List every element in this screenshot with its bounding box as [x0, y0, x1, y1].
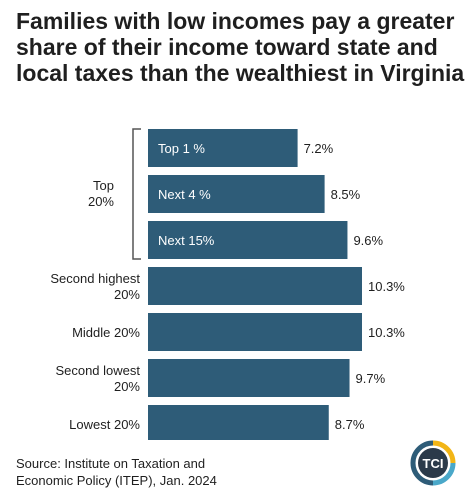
- source-line-1: Source: Institute on Taxation and: [16, 456, 206, 471]
- value-label-2: 9.6%: [353, 233, 383, 248]
- category-label-2: Next 15%: [158, 233, 215, 248]
- value-label-3: 10.3%: [368, 279, 405, 294]
- logo-arc-yellow: [432, 440, 456, 464]
- value-label-1: 8.5%: [331, 187, 361, 202]
- bar-5: [148, 359, 350, 397]
- bar-0: [148, 129, 298, 167]
- value-label-0: 7.2%: [304, 141, 334, 156]
- category-label-0: Top 1 %: [158, 141, 205, 156]
- category-label-5: Second lowest 20%: [55, 363, 140, 394]
- bar-chart: Top 20% Top 1 % 7.2% Next 4 % 8.5% Next 15% 9.6…: [50, 128, 405, 440]
- source-note: Source: Institute on Taxation and Econom…: [16, 455, 316, 489]
- top-20-bracket: [132, 128, 141, 260]
- logo-arc-navy: [410, 440, 434, 486]
- category-label-1: Next 4 %: [158, 187, 211, 202]
- category-label-6: Lowest 20%: [69, 417, 140, 432]
- value-label-5: 9.7%: [356, 371, 386, 386]
- category-label-3: Second highest 20%: [50, 271, 140, 302]
- bar-1: [148, 175, 325, 213]
- value-label-6: 8.7%: [335, 417, 365, 432]
- bar-6: [148, 405, 329, 440]
- tci-logo: TCI: [410, 440, 456, 486]
- value-label-4: 10.3%: [368, 325, 405, 340]
- bar-3: [148, 267, 362, 305]
- group-label-top-20: Top 20%: [88, 178, 114, 209]
- category-label-4: Middle 20%: [72, 325, 140, 340]
- chart-title: Families with low incomes pay a greater …: [16, 8, 465, 86]
- bar-4: [148, 313, 362, 351]
- logo-text: TCI: [423, 456, 444, 471]
- source-line-2: Economic Policy (ITEP), Jan. 2024: [16, 473, 217, 488]
- bar-2: [148, 221, 348, 259]
- logo-arc-blue: [432, 462, 456, 486]
